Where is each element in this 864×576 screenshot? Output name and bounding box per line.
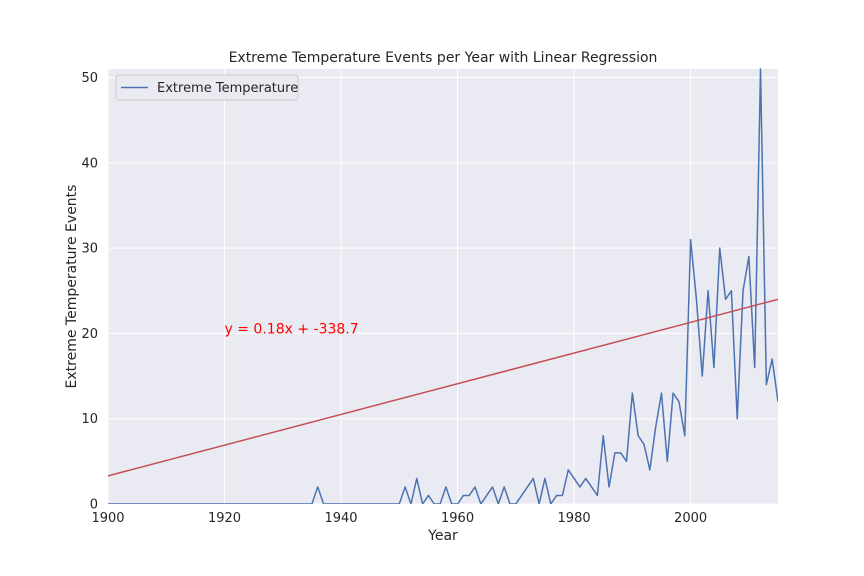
legend-box xyxy=(115,74,299,101)
plot-background xyxy=(108,69,778,504)
y-tick-label-30: 30 xyxy=(81,242,98,257)
series-layer xyxy=(108,68,778,504)
x-tick-label-1900: 1900 xyxy=(91,511,124,526)
chart-title: Extreme Temperature Events per Year with… xyxy=(229,50,658,66)
legend-label-extreme-temperature: Extreme Temperature xyxy=(157,81,298,96)
x-axis-label: Year xyxy=(427,528,458,544)
regression-line xyxy=(108,298,778,477)
tick-labels: 1900 1920 1940 1960 1980 2000 0 10 20 30 40 50 xyxy=(81,71,707,526)
x-tick-label-1960: 1960 xyxy=(441,511,474,526)
y-axis-label: Extreme Temperature Events xyxy=(64,185,80,389)
x-tick-label-1980: 1980 xyxy=(558,511,591,526)
y-tick-label-10: 10 xyxy=(81,412,98,427)
x-tick-label-2000: 2000 xyxy=(674,511,707,526)
series-line-extreme-temperature xyxy=(108,68,778,504)
legend: Extreme Temperature xyxy=(115,74,299,101)
x-tick-label-1920: 1920 xyxy=(208,511,241,526)
y-tick-label-40: 40 xyxy=(81,156,98,171)
y-tick-label-20: 20 xyxy=(81,327,98,342)
y-tick-label-50: 50 xyxy=(81,71,98,86)
regression-equation: y = 0.18x + -338.7 xyxy=(225,321,359,337)
y-tick-label-0: 0 xyxy=(90,498,98,513)
x-tick-label-1940: 1940 xyxy=(324,511,357,526)
